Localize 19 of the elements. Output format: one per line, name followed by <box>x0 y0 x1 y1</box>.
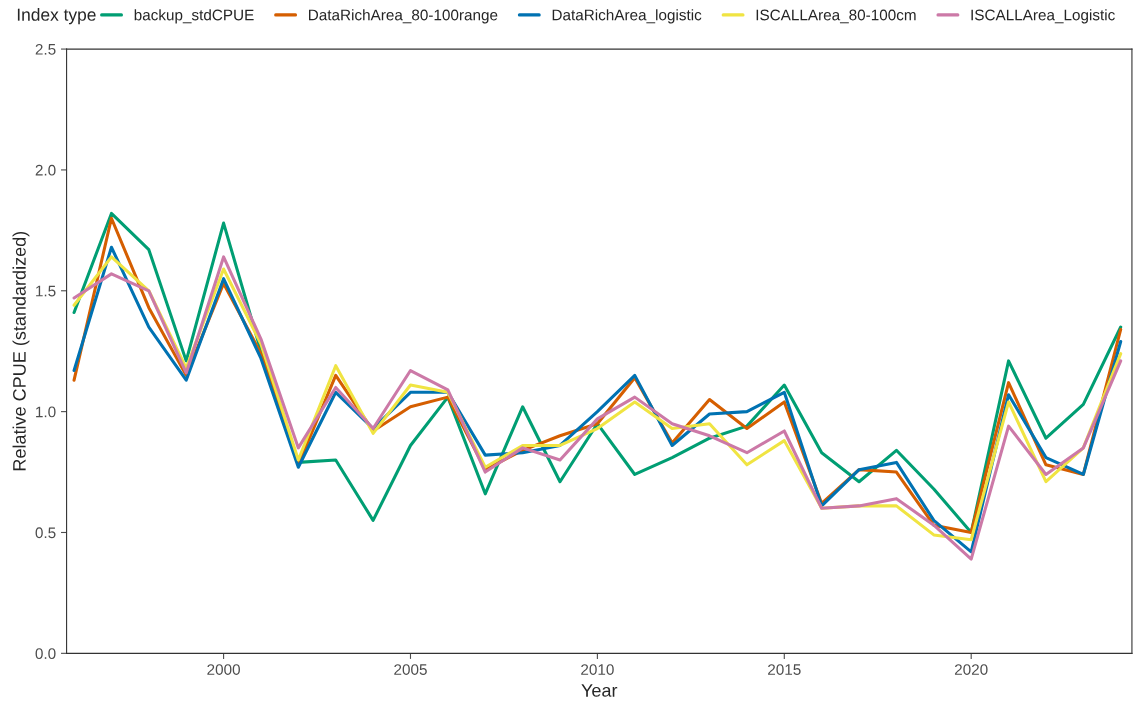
x-tick-label: 2000 <box>207 664 240 675</box>
y-tick-label: 1.0 <box>36 406 56 418</box>
legend-label: ISCALLArea_80-100cm <box>756 9 916 24</box>
y-tick-label: 2.0 <box>35 164 56 176</box>
y-axis-title: Relative CPUE (standardized) <box>12 231 30 471</box>
y-tick-label: 0.0 <box>35 648 56 660</box>
legend-title: Index type <box>17 8 96 25</box>
legend-label: DataRichArea_logistic <box>552 9 702 24</box>
legend-label: backup_stdCPUE <box>134 9 254 24</box>
x-tick-label: 2015 <box>768 664 801 675</box>
legend-label: ISCALLArea_Logistic <box>971 9 1115 24</box>
x-axis-title: Year <box>581 684 618 697</box>
x-tick-label: 2010 <box>581 664 614 675</box>
x-tick-label: 2020 <box>954 664 988 675</box>
y-tick-label: 2.5 <box>35 43 56 55</box>
y-tick-label: 1.5 <box>36 285 56 297</box>
x-tick-label: 2005 <box>394 664 427 675</box>
y-tick-label: 0.5 <box>35 527 56 539</box>
legend-label: DataRichArea_80-100range <box>309 9 498 24</box>
